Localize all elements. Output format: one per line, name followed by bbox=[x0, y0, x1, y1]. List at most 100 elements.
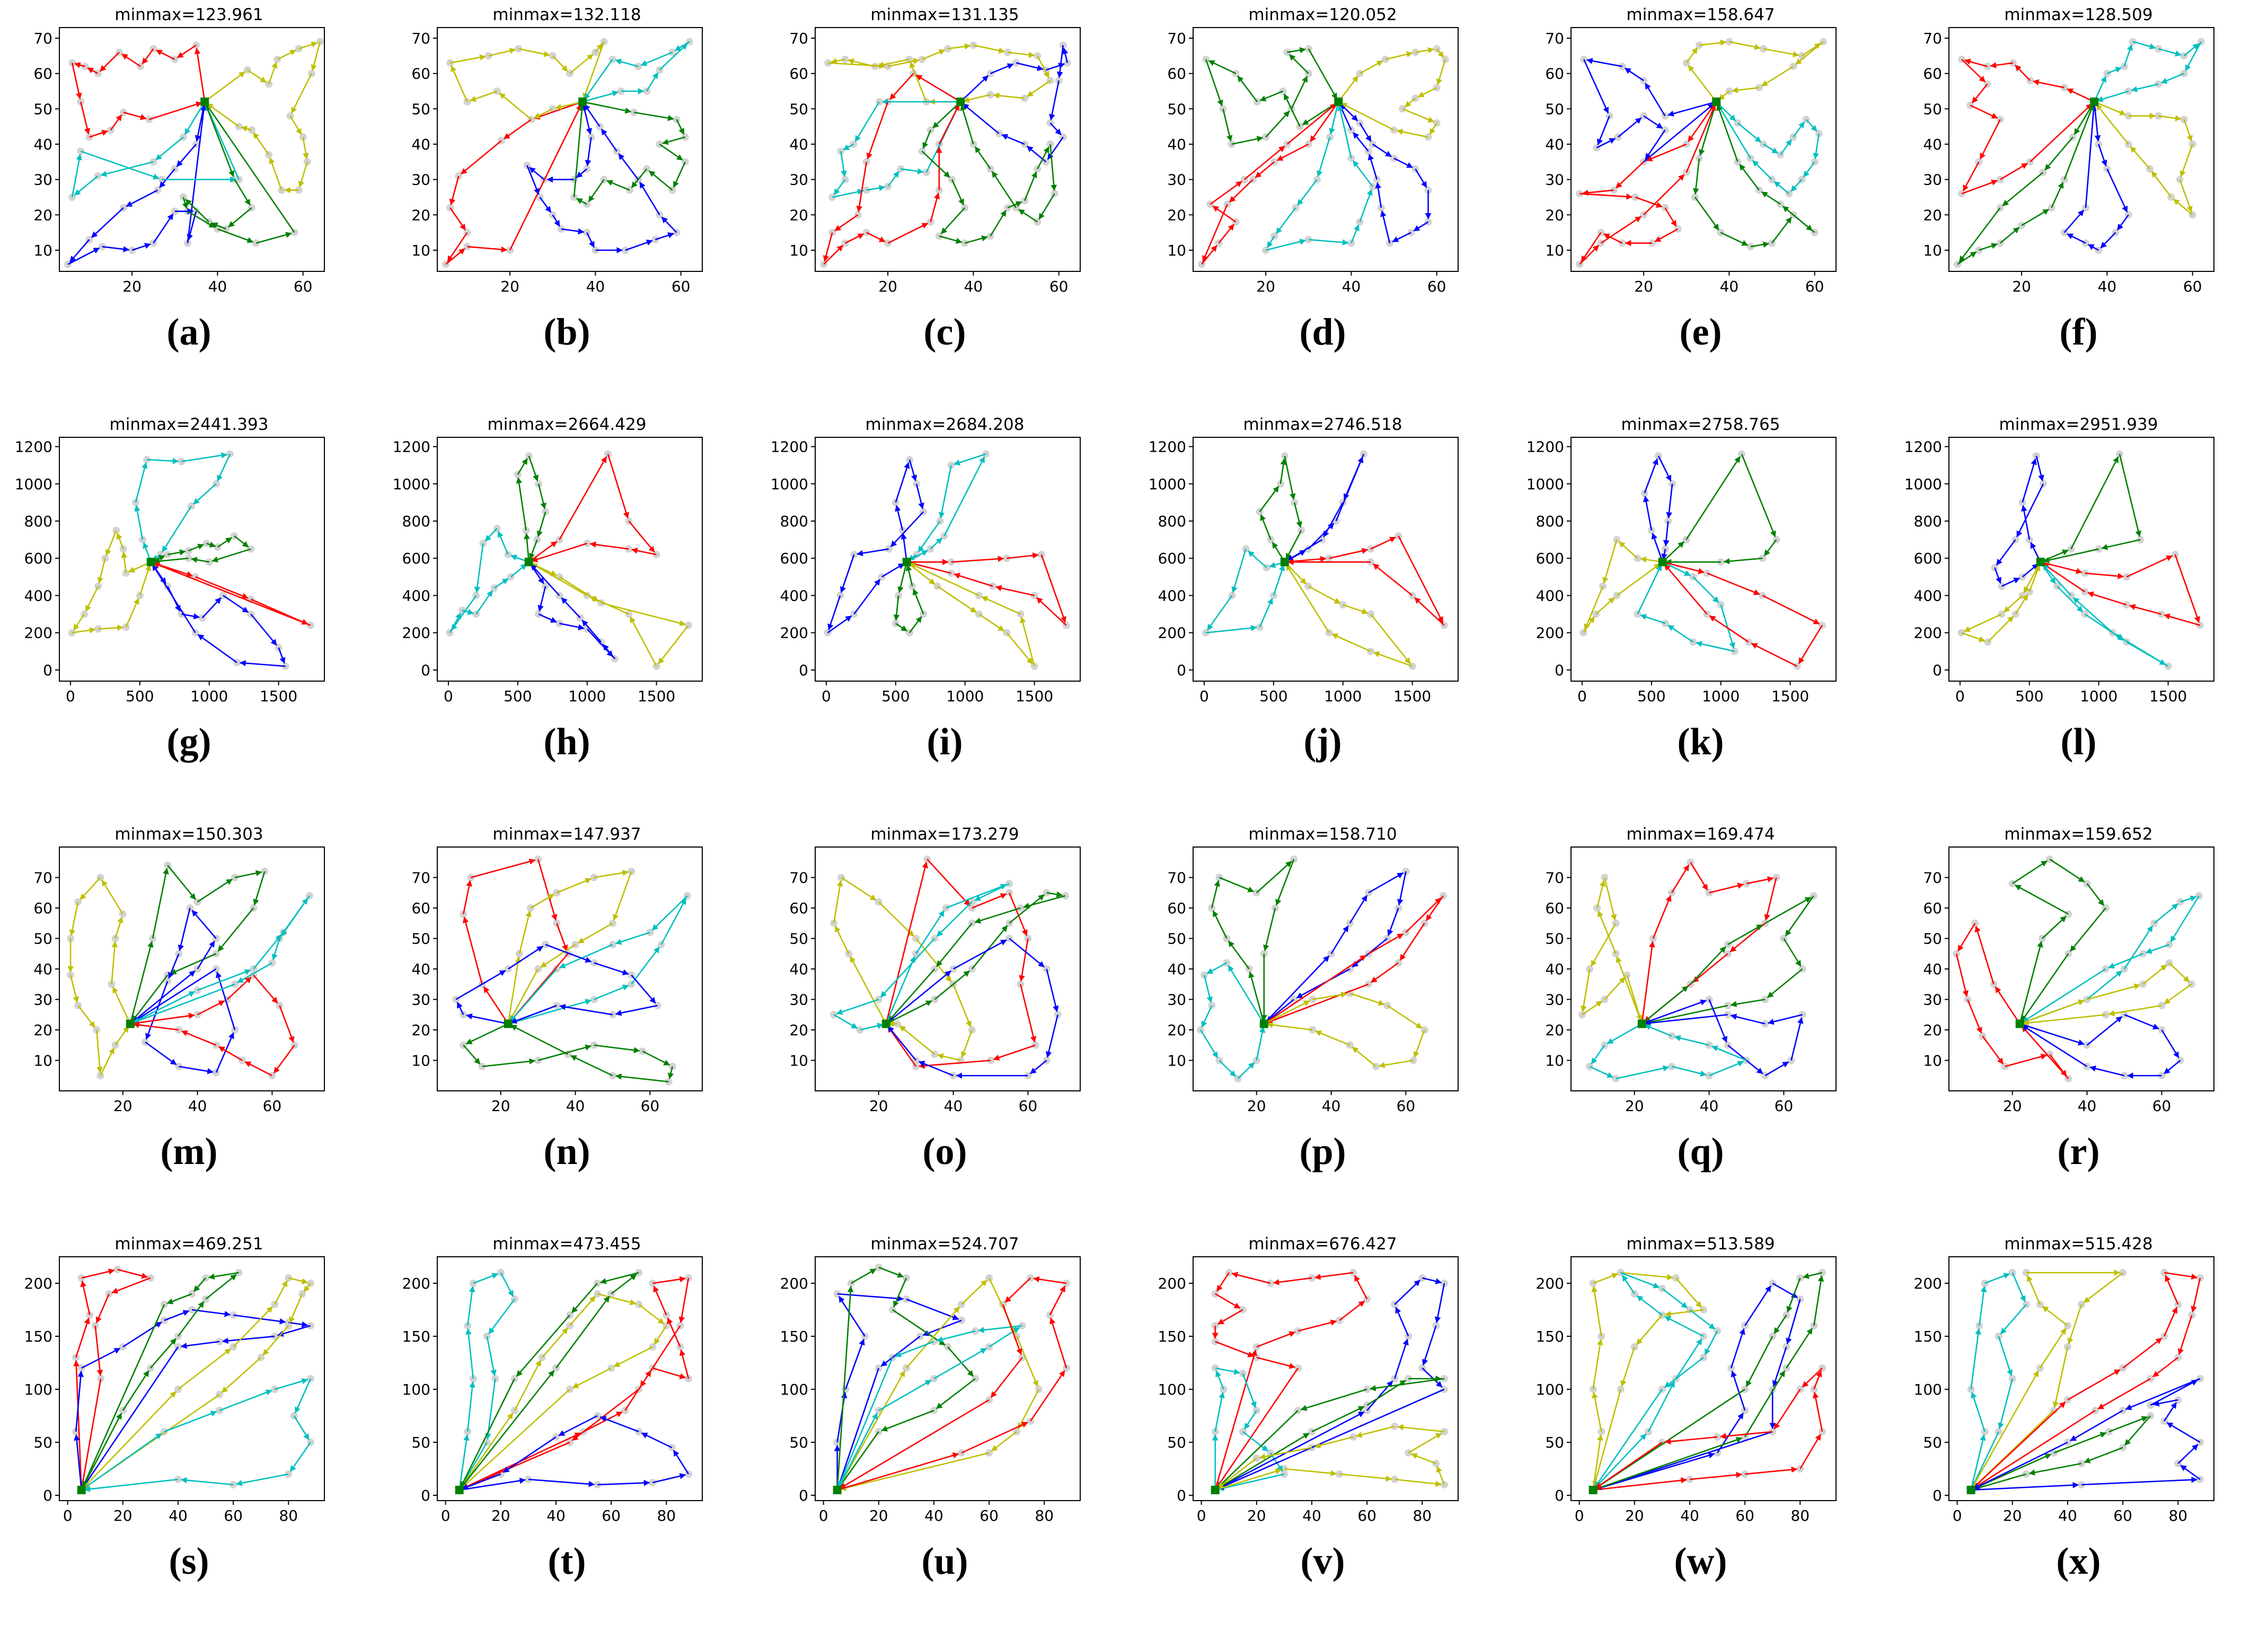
route-arrow bbox=[1771, 217, 1792, 244]
subplot-caption: (u) bbox=[921, 1540, 968, 1582]
route-arrow bbox=[181, 452, 228, 462]
route-arrow bbox=[2044, 136, 2073, 171]
y-tick-label: 200 bbox=[780, 624, 808, 642]
y-tick-label: 40 bbox=[1923, 960, 1942, 978]
depot-marker bbox=[200, 98, 209, 106]
customer-node bbox=[625, 545, 633, 553]
y-tick-label: 1200 bbox=[1526, 438, 1564, 456]
x-tick-label: 80 bbox=[1790, 1507, 1810, 1524]
route-arrow bbox=[1359, 189, 1373, 223]
route-arrow bbox=[1692, 158, 1700, 195]
route-arrow bbox=[1291, 76, 1308, 109]
route-arrow bbox=[964, 235, 988, 244]
subplot-caption: (i) bbox=[926, 720, 963, 763]
plot-area: 0 500 1000 1500 0 200 400 600 800 1000 1200 bbox=[771, 437, 1081, 705]
customer-node bbox=[604, 450, 612, 458]
route-arrow bbox=[937, 585, 977, 613]
route-arrow bbox=[1049, 144, 1057, 191]
route-yellow bbox=[1338, 47, 1446, 138]
y-tick-label: 800 bbox=[1536, 513, 1564, 530]
route-arrow bbox=[105, 530, 117, 556]
route-arrow bbox=[1308, 239, 1349, 246]
route-arrow bbox=[1582, 189, 1614, 196]
subplot-t: minmax=473.455 (t) 0 20 40 60 80 0 50 100 150 200 bbox=[378, 1229, 756, 1639]
customer-node bbox=[908, 582, 916, 590]
route-yellow bbox=[1685, 39, 1824, 102]
route-arrow bbox=[234, 179, 251, 206]
y-tick-label: 70 bbox=[789, 869, 808, 887]
y-tick-label: 1000 bbox=[1526, 475, 1564, 493]
plot-area: 20 40 60 10 20 30 40 50 60 70 bbox=[1545, 847, 1837, 1115]
y-tick-label: 600 bbox=[1158, 550, 1186, 567]
customer-node bbox=[1262, 246, 1270, 254]
customer-node bbox=[1308, 1428, 1316, 1435]
customer-node bbox=[828, 193, 836, 201]
x-tick-label: 60 bbox=[224, 1507, 243, 1524]
route-arrow bbox=[646, 72, 659, 92]
route-arrow bbox=[1049, 122, 1062, 136]
x-tick-label: 40 bbox=[1680, 1507, 1699, 1524]
y-tick-label: 0 bbox=[799, 662, 808, 679]
customer-node bbox=[906, 456, 914, 464]
y-tick-label: 50 bbox=[33, 930, 52, 948]
subplot-caption: (k) bbox=[1677, 720, 1724, 763]
customer-node bbox=[2195, 892, 2203, 900]
route-arrow bbox=[576, 198, 587, 205]
x-tick-label: 80 bbox=[1035, 1507, 1054, 1524]
y-tick-label: 0 bbox=[1932, 1487, 1942, 1504]
x-tick-label: 60 bbox=[263, 1097, 282, 1115]
customer-node bbox=[2040, 480, 2048, 488]
route-blue bbox=[2063, 101, 2129, 251]
route-yellow bbox=[528, 561, 689, 667]
x-tick-label: 500 bbox=[126, 687, 154, 705]
route-arrow bbox=[559, 456, 607, 540]
customer-node bbox=[651, 236, 659, 243]
y-tick-label: 1000 bbox=[1149, 475, 1186, 493]
plot-area: 20 40 60 10 20 30 40 50 60 70 bbox=[1923, 27, 2214, 295]
route-arrow bbox=[1367, 153, 1378, 180]
route-arrow bbox=[909, 562, 979, 596]
customer-node bbox=[265, 80, 273, 88]
route-arrow bbox=[1229, 179, 1254, 203]
route-arrow bbox=[2029, 103, 2093, 163]
customer-node bbox=[469, 1280, 477, 1287]
route-arrow bbox=[993, 92, 1025, 99]
customer-node bbox=[504, 965, 512, 973]
route-arrow bbox=[1643, 103, 1715, 163]
route-arrow bbox=[188, 544, 205, 552]
y-tick-label: 1200 bbox=[1149, 438, 1186, 456]
route-arrow bbox=[1990, 62, 2014, 68]
route-arrow bbox=[1259, 90, 1283, 102]
route-arrow bbox=[1685, 104, 1716, 173]
route-arrow bbox=[584, 59, 613, 100]
route-arrow bbox=[628, 521, 655, 553]
customer-node bbox=[178, 610, 186, 618]
x-tick-label: 40 bbox=[1700, 1097, 1719, 1115]
subplot-caption: (h) bbox=[543, 720, 590, 763]
customer-node bbox=[2083, 1063, 2091, 1070]
plot-area: 20 40 60 10 20 30 40 50 60 70 bbox=[411, 847, 703, 1115]
customer-node bbox=[202, 540, 210, 548]
y-tick-label: 400 bbox=[1158, 587, 1186, 604]
customer-node bbox=[2048, 204, 2055, 211]
route-arrow bbox=[1375, 182, 1382, 208]
route-arrow bbox=[595, 43, 603, 53]
x-tick-label: 20 bbox=[500, 278, 519, 295]
y-tick-label: 70 bbox=[1923, 30, 1942, 47]
route-arrow bbox=[2123, 44, 2133, 67]
route-arrow bbox=[135, 462, 148, 503]
subplot-title: minmax=132.118 bbox=[492, 5, 641, 24]
y-tick-label: 10 bbox=[411, 1052, 430, 1070]
route-arrow bbox=[674, 41, 690, 51]
route-arrow bbox=[67, 247, 100, 265]
customer-node bbox=[1796, 1274, 1804, 1282]
route-arrow bbox=[148, 101, 202, 120]
route-arrow bbox=[1970, 104, 1998, 119]
route-arrow bbox=[2158, 48, 2182, 57]
customer-node bbox=[2067, 545, 2075, 553]
customer-node bbox=[1612, 919, 1620, 927]
y-tick-label: 20 bbox=[1923, 1021, 1942, 1039]
route-arrow bbox=[939, 235, 963, 244]
y-tick-label: 10 bbox=[1167, 242, 1186, 259]
customer-node bbox=[1356, 218, 1364, 226]
